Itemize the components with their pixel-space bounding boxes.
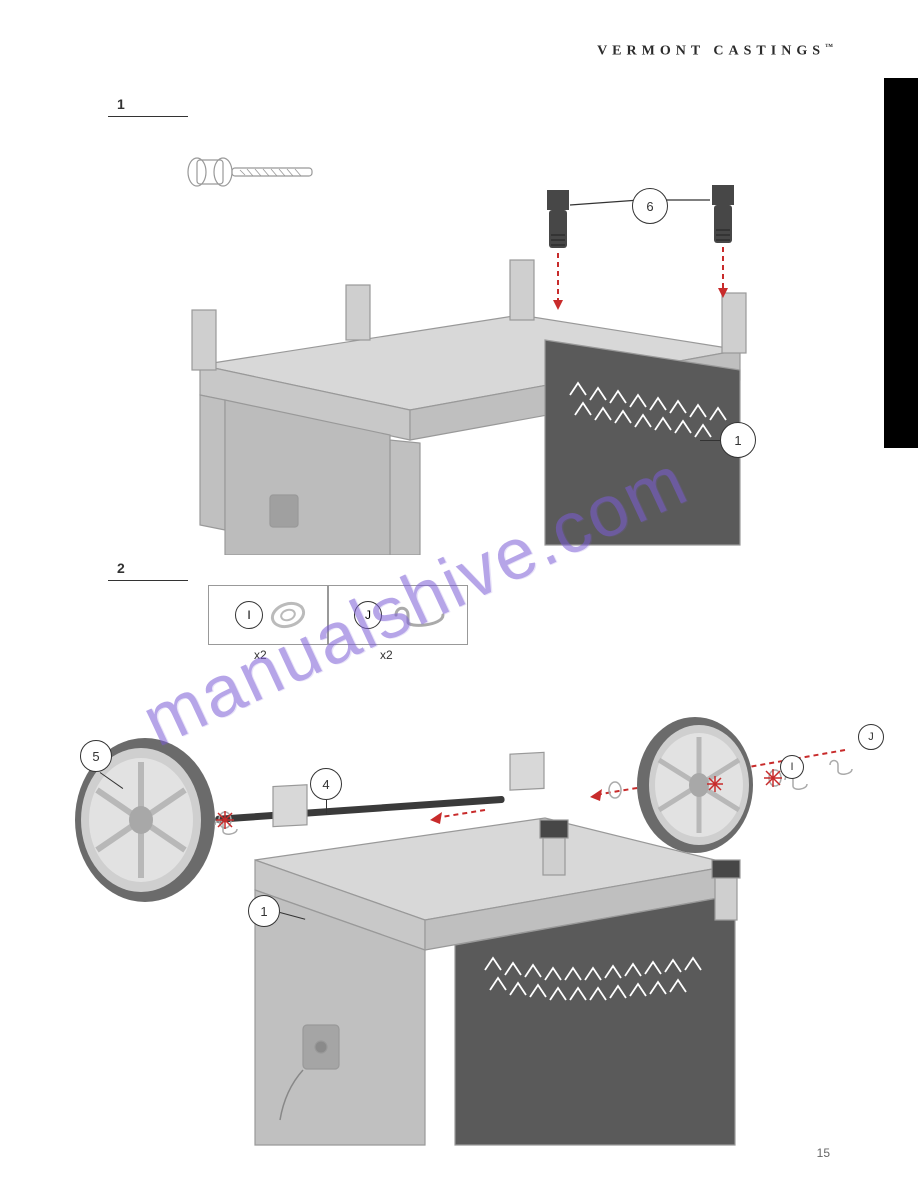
washer-qty: x2 <box>254 648 267 662</box>
washer-icon <box>269 596 307 634</box>
step-2-underline <box>108 580 188 581</box>
callout-i-washer: I <box>780 755 804 779</box>
callout-1-cart-text: 1 <box>260 904 267 919</box>
step-1-number: 1 <box>117 96 125 112</box>
callout-4-text: 4 <box>322 777 329 792</box>
page-side-tab <box>884 78 918 448</box>
brand-name: VERMONT CASTINGS <box>597 44 825 59</box>
callout-1-leader <box>700 440 720 441</box>
callout-4-axle: 4 <box>310 768 342 800</box>
callout-5-wheel: 5 <box>80 740 112 772</box>
cotter-qty: x2 <box>380 648 393 662</box>
step-2-number: 2 <box>117 560 125 576</box>
callout-4-leader <box>326 800 327 814</box>
page-number: 15 <box>817 1146 830 1160</box>
callout-j-cotter: J <box>858 724 884 750</box>
callout-6-leg-levelers: 6 <box>632 188 668 224</box>
hardware-cotter-box: J <box>328 585 468 645</box>
hardware-washer-box: I <box>208 585 328 645</box>
brand-header: VERMONT CASTINGS™ <box>597 42 833 60</box>
hardware-washer-letter: I <box>247 608 250 622</box>
callout-1-rear-panel: 1 <box>720 422 756 458</box>
callout-j-text: J <box>868 731 874 743</box>
callout-i-text: I <box>790 761 793 773</box>
step-1-diagram <box>150 185 790 555</box>
hardware-cotter-letter-circle: J <box>354 601 382 629</box>
callout-1-text: 1 <box>734 433 741 448</box>
step-2-diagram <box>55 690 865 1160</box>
cotter-pin-icon <box>388 598 448 632</box>
callout-5-text: 5 <box>92 749 99 764</box>
step-1-underline <box>108 116 188 117</box>
trademark-symbol: ™ <box>825 42 833 51</box>
hardware-washer-letter-circle: I <box>235 601 263 629</box>
hardware-cotter-letter: J <box>365 608 371 622</box>
callout-6-text: 6 <box>646 199 653 214</box>
callout-1-cart: 1 <box>248 895 280 927</box>
